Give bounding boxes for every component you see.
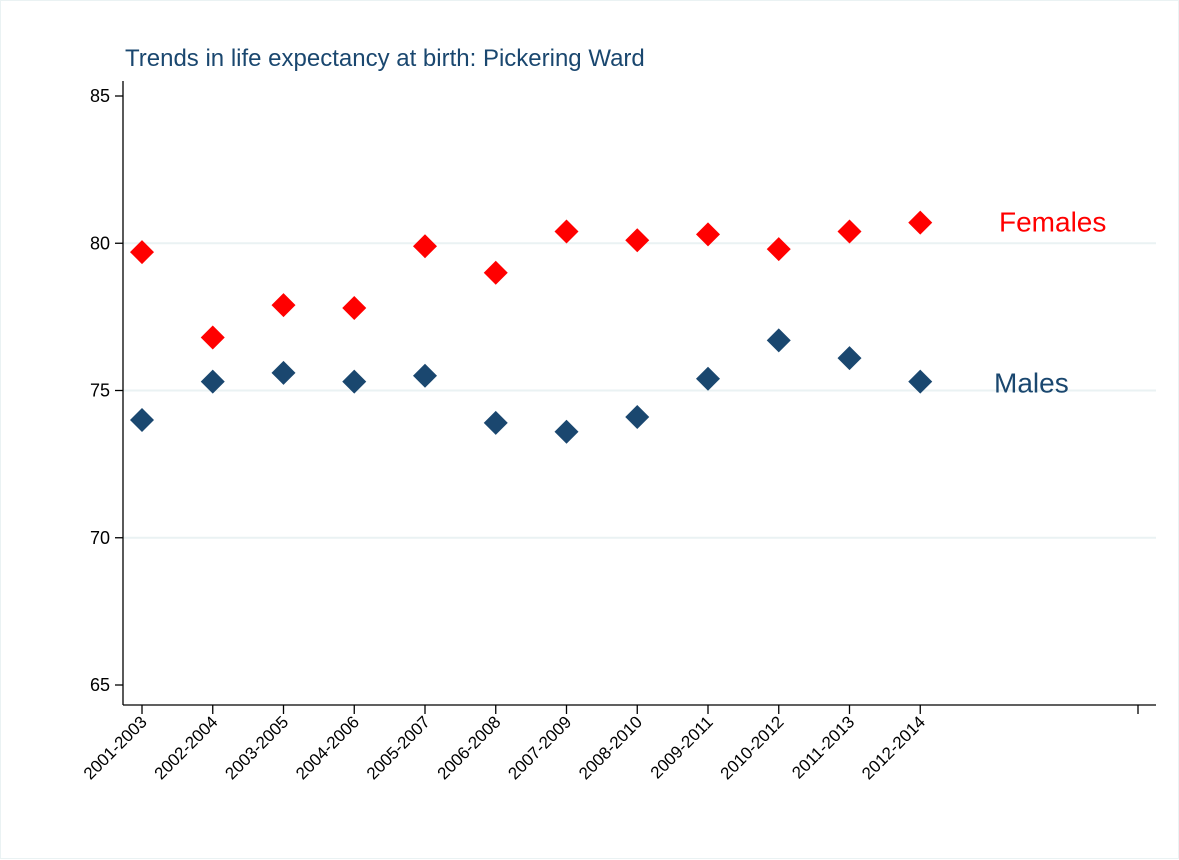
x-tick-label: 2009-2011	[647, 712, 717, 782]
axes	[115, 81, 1156, 714]
x-tick-label: 2007-2009	[504, 712, 575, 783]
x-tick-label: 2008-2010	[575, 712, 646, 783]
females-point	[413, 234, 437, 259]
y-tick-label: 80	[90, 233, 110, 253]
males-point	[625, 405, 650, 430]
males-point	[200, 369, 225, 394]
y-tick-label: 75	[90, 381, 110, 401]
males-point	[696, 366, 720, 391]
y-tick-label: 70	[90, 528, 110, 548]
females-point	[130, 240, 154, 265]
males-point	[837, 346, 862, 371]
x-tick-label: 2010-2012	[717, 712, 788, 783]
females-point	[696, 222, 720, 247]
males-point	[554, 419, 579, 444]
x-tick-label: 2003-2005	[221, 712, 292, 783]
x-tick-label: 2011-2013	[788, 712, 858, 782]
females-point	[625, 228, 650, 253]
males-point	[413, 363, 437, 388]
x-tick-labels: 2001-2003 2002-2004 2003-2005 2004-2006 2005…	[80, 712, 929, 783]
males-point	[766, 328, 791, 353]
females-point	[342, 296, 367, 321]
males-point	[342, 369, 367, 394]
x-tick-label: 2001-2003	[80, 712, 151, 783]
females-point	[483, 260, 508, 285]
y-tick-label: 65	[90, 675, 110, 695]
males-point	[271, 360, 296, 385]
males-point	[908, 369, 933, 394]
x-tick-label: 2006-2008	[434, 712, 505, 783]
males-point	[130, 407, 154, 432]
males-point	[483, 410, 508, 435]
x-tick-label: 2004-2006	[292, 712, 363, 783]
y-tick-label: 85	[90, 86, 110, 106]
females-point	[271, 293, 296, 318]
data-points	[130, 210, 933, 444]
females-label: Females	[999, 207, 1106, 238]
y-tick-labels: 65 70 75 80 85	[90, 86, 110, 695]
females-point	[837, 219, 862, 244]
x-tick-label: 2002-2004	[151, 712, 222, 783]
females-point	[554, 219, 579, 244]
females-point	[766, 237, 791, 262]
females-point	[908, 210, 933, 235]
females-point	[200, 325, 225, 350]
x-tick-label: 2012-2014	[858, 712, 929, 783]
males-label: Males	[994, 368, 1069, 399]
series-labels: Females Males	[994, 207, 1106, 399]
chart-title: Trends in life expectancy at birth: Pick…	[125, 45, 645, 72]
x-tick-label: 2005-2007	[363, 712, 434, 783]
